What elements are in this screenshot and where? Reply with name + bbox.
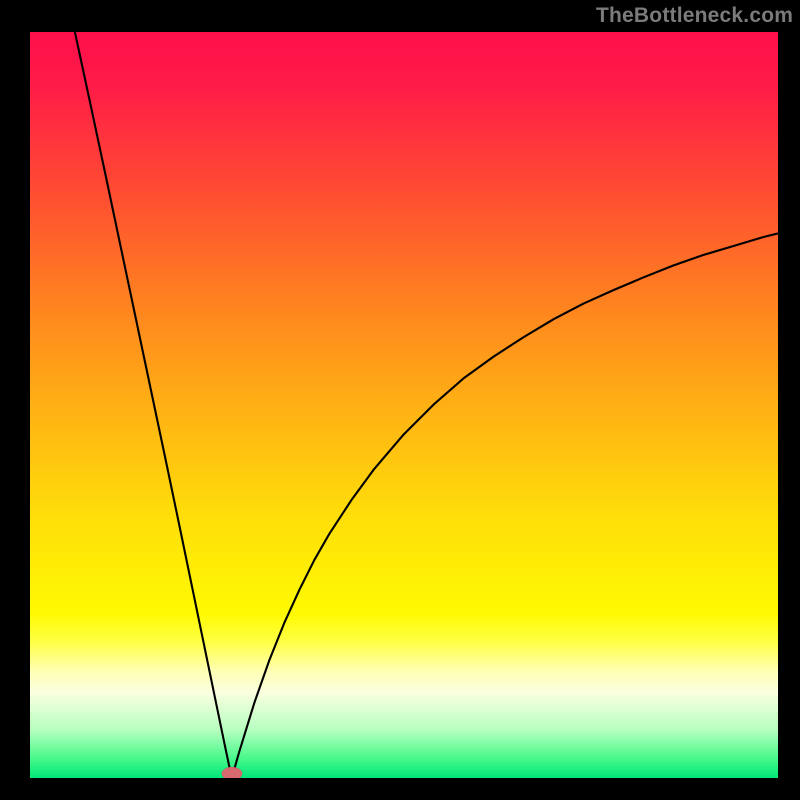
watermark-text: TheBottleneck.com <box>596 4 793 28</box>
gradient-background <box>30 32 778 778</box>
minimum-marker <box>222 767 242 778</box>
bottleneck-curve-chart <box>30 32 778 778</box>
